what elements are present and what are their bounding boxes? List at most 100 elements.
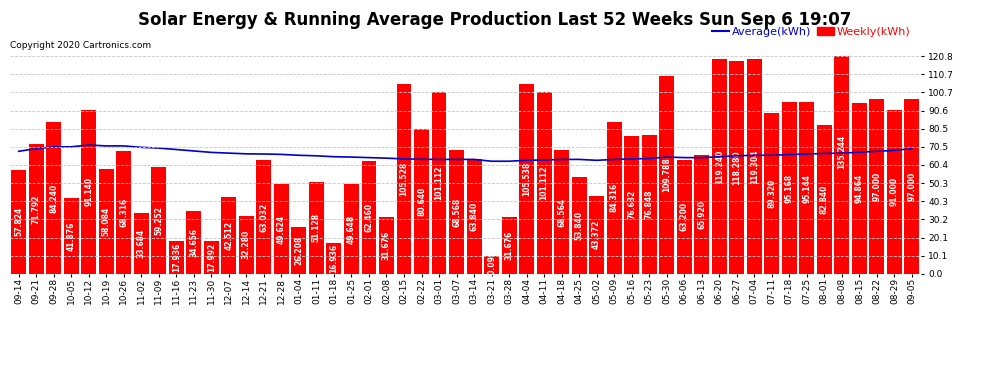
Bar xyxy=(642,135,656,274)
Bar xyxy=(239,216,253,274)
Bar xyxy=(116,151,132,274)
Text: 119.304: 119.304 xyxy=(749,149,758,183)
Text: 105.528: 105.528 xyxy=(400,162,409,196)
Text: Copyright 2020 Cartronics.com: Copyright 2020 Cartronics.com xyxy=(10,41,151,50)
Bar xyxy=(589,196,604,274)
Text: 58.084: 58.084 xyxy=(102,207,111,236)
Bar xyxy=(799,102,815,274)
Bar xyxy=(537,92,551,274)
Text: 91.000: 91.000 xyxy=(890,177,899,206)
Text: 17.992: 17.992 xyxy=(207,243,216,272)
Text: 68.568: 68.568 xyxy=(452,197,461,226)
Text: 65.920: 65.920 xyxy=(697,200,706,229)
Text: 84.316: 84.316 xyxy=(610,183,619,213)
Text: 94.864: 94.864 xyxy=(855,174,864,203)
Bar xyxy=(730,61,744,274)
Bar xyxy=(47,122,61,274)
Text: 82.840: 82.840 xyxy=(820,184,829,214)
Text: 109.788: 109.788 xyxy=(662,158,671,192)
Bar xyxy=(746,59,761,274)
Bar xyxy=(414,129,429,274)
Bar xyxy=(659,76,674,274)
Text: 16.936: 16.936 xyxy=(330,244,339,273)
Bar xyxy=(519,84,534,274)
Text: 32.280: 32.280 xyxy=(242,230,250,260)
Text: 76.848: 76.848 xyxy=(644,190,653,219)
Text: 17.936: 17.936 xyxy=(172,243,181,272)
Bar xyxy=(99,169,114,274)
Text: 97.000: 97.000 xyxy=(872,172,881,201)
Text: 76.632: 76.632 xyxy=(628,190,637,219)
Bar xyxy=(625,136,640,274)
Text: 101.112: 101.112 xyxy=(540,165,548,200)
Text: Solar Energy & Running Average Production Last 52 Weeks Sun Sep 6 19:07: Solar Energy & Running Average Productio… xyxy=(139,11,851,29)
Bar xyxy=(571,177,587,274)
Bar xyxy=(256,160,271,274)
Text: 105.538: 105.538 xyxy=(522,162,531,196)
Bar xyxy=(835,30,849,274)
Bar xyxy=(712,59,727,274)
Text: 33.684: 33.684 xyxy=(137,229,146,258)
Bar xyxy=(869,99,884,274)
Text: 49.648: 49.648 xyxy=(346,214,356,244)
Text: 26.208: 26.208 xyxy=(294,236,303,265)
Text: 89.320: 89.320 xyxy=(767,179,776,208)
Text: 10.096: 10.096 xyxy=(487,250,496,279)
Bar xyxy=(484,256,499,274)
Text: 62.460: 62.460 xyxy=(364,203,373,232)
Bar xyxy=(905,99,920,274)
Text: 57.824: 57.824 xyxy=(14,207,23,236)
Text: 80.640: 80.640 xyxy=(417,186,426,216)
Bar xyxy=(81,110,96,274)
Bar xyxy=(782,102,797,274)
Text: 49.624: 49.624 xyxy=(277,214,286,244)
Bar xyxy=(344,184,359,274)
Legend: Average(kWh), Weekly(kWh): Average(kWh), Weekly(kWh) xyxy=(708,22,915,42)
Bar xyxy=(204,242,219,274)
Bar xyxy=(502,217,517,274)
Text: 95.168: 95.168 xyxy=(785,174,794,202)
Bar xyxy=(852,103,867,274)
Bar xyxy=(432,92,446,274)
Text: 63.840: 63.840 xyxy=(469,202,478,231)
Text: 68.564: 68.564 xyxy=(557,198,566,226)
Text: 119.240: 119.240 xyxy=(715,149,724,184)
Bar xyxy=(764,113,779,274)
Bar xyxy=(397,84,412,274)
Bar xyxy=(29,144,44,274)
Bar xyxy=(607,122,622,274)
Text: 63.032: 63.032 xyxy=(259,202,268,232)
Bar xyxy=(134,213,148,274)
Text: 43.372: 43.372 xyxy=(592,220,601,249)
Text: 84.240: 84.240 xyxy=(50,183,58,213)
Text: 41.876: 41.876 xyxy=(66,221,75,251)
Bar xyxy=(63,198,78,274)
Bar xyxy=(186,211,201,274)
Bar xyxy=(274,184,289,274)
Text: 59.252: 59.252 xyxy=(154,206,163,235)
Bar xyxy=(449,150,464,274)
Text: 135.244: 135.244 xyxy=(838,135,846,169)
Text: 53.840: 53.840 xyxy=(574,211,584,240)
Text: 42.512: 42.512 xyxy=(225,221,234,250)
Text: 97.000: 97.000 xyxy=(908,172,917,201)
Bar xyxy=(466,159,481,274)
Text: 95.144: 95.144 xyxy=(802,174,812,202)
Text: 71.792: 71.792 xyxy=(32,194,41,224)
Text: 118.280: 118.280 xyxy=(733,150,742,184)
Bar xyxy=(169,242,184,274)
Bar xyxy=(677,160,692,274)
Bar xyxy=(11,170,26,274)
Bar xyxy=(291,226,306,274)
Bar xyxy=(361,161,376,274)
Text: 31.676: 31.676 xyxy=(382,231,391,260)
Bar xyxy=(309,182,324,274)
Bar xyxy=(222,197,237,274)
Bar xyxy=(887,110,902,274)
Text: 101.112: 101.112 xyxy=(435,165,444,200)
Bar xyxy=(151,167,166,274)
Bar xyxy=(817,124,832,274)
Bar xyxy=(327,243,342,274)
Text: 31.676: 31.676 xyxy=(505,231,514,260)
Text: 91.140: 91.140 xyxy=(84,177,93,206)
